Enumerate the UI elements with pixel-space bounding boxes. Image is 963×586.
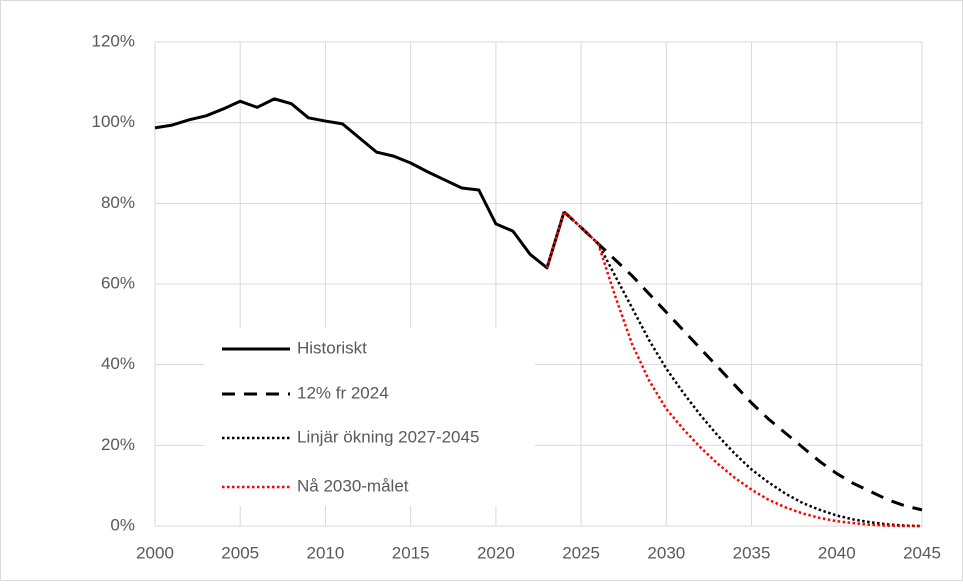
legend-label: Linjär ökning 2027-2045 [297, 427, 479, 446]
y-tick-label: 120% [92, 31, 135, 50]
x-tick-label: 2045 [903, 543, 941, 562]
legend-box [205, 328, 535, 506]
legend-label: Historiskt [297, 338, 367, 357]
y-tick-label: 0% [110, 515, 135, 534]
y-tick-label: 80% [101, 193, 135, 212]
y-tick-label: 20% [101, 435, 135, 454]
legend-label: 12% fr 2024 [297, 383, 389, 402]
x-tick-label: 2025 [562, 543, 600, 562]
series-line [563, 210, 923, 512]
x-tick-label: 2010 [307, 543, 345, 562]
y-tick-label: 100% [92, 112, 135, 131]
x-tick-label: 2015 [392, 543, 430, 562]
legend-label: Nå 2030-målet [297, 476, 409, 495]
series-line [154, 97, 566, 270]
x-tick-label: 2000 [136, 543, 174, 562]
y-tick-label: 40% [101, 354, 135, 373]
x-tick-label: 2030 [647, 543, 685, 562]
x-tick-label: 2040 [818, 543, 856, 562]
series-line [545, 210, 922, 528]
series-line [563, 210, 923, 528]
x-tick-label: 2005 [221, 543, 259, 562]
y-tick-label: 60% [101, 273, 135, 292]
x-tick-label: 2035 [733, 543, 771, 562]
x-tick-label: 2020 [477, 543, 515, 562]
